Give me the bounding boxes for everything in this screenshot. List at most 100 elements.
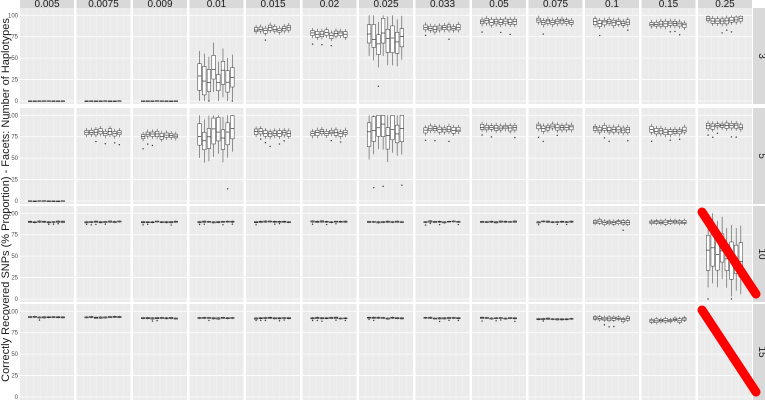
box (729, 123, 734, 129)
y-tick-label: 100 (8, 13, 19, 19)
outlier-point (231, 100, 234, 102)
outlier-point (170, 224, 172, 226)
outlier-point (311, 43, 314, 45)
box (508, 125, 513, 132)
outlier-point (542, 140, 544, 143)
box (84, 130, 89, 135)
box (272, 130, 277, 136)
outlier-point (678, 138, 681, 140)
outlier-point (147, 223, 149, 226)
box (381, 18, 386, 44)
box (536, 123, 541, 130)
col-strip (20, 0, 74, 8)
outlier-point (208, 100, 210, 102)
row-strip-label: 15 (756, 346, 765, 358)
row-strip-label: 3 (756, 53, 765, 59)
box (729, 16, 734, 23)
col-strip-label: 0.1 (605, 0, 619, 10)
outlier-point (674, 30, 676, 33)
outlier-point (264, 319, 267, 322)
box (371, 116, 376, 142)
y-tick-label: 50 (11, 56, 18, 62)
y-tick-label: 75 (11, 233, 18, 239)
box (310, 131, 315, 137)
box (385, 127, 390, 150)
outlier-point (104, 223, 107, 225)
outlier-point (231, 223, 234, 225)
outlier-point (565, 223, 568, 226)
box (211, 55, 216, 80)
red-cross-mark (697, 305, 761, 397)
col-strip-label: 0.01 (207, 0, 227, 10)
box (390, 25, 395, 53)
col-strip (585, 0, 639, 8)
col-strip-label: 0.025 (373, 0, 398, 10)
outlier-point (424, 34, 427, 37)
outlier-point (424, 139, 427, 141)
outlier-point (608, 140, 610, 143)
outlier-point (542, 320, 544, 322)
outlier-point (438, 223, 441, 226)
box (272, 26, 277, 32)
outlier-point (669, 31, 671, 33)
outlier-point (556, 223, 558, 226)
box (616, 126, 621, 133)
outlier-point (95, 223, 97, 226)
outlier-point (311, 319, 314, 322)
col-strip (472, 0, 526, 8)
col-strip (189, 0, 244, 8)
box (381, 115, 386, 137)
outlier-point (495, 320, 497, 322)
y-tick-label: 0 (15, 395, 19, 400)
col-strip-label: 0.25 (715, 0, 735, 10)
outlier-point (650, 140, 653, 143)
col-strip (359, 0, 413, 8)
outlier-point (255, 319, 257, 322)
outlier-point (113, 142, 116, 144)
outlier-point (255, 224, 257, 226)
col-strip-label: 0.075 (543, 0, 568, 10)
col-strip (528, 0, 583, 8)
outlier-point (603, 137, 606, 139)
col-strip-label: 0.05 (489, 0, 509, 10)
col-strip (76, 0, 131, 8)
outlier-point (335, 223, 337, 225)
box (197, 123, 202, 146)
outlier-point (608, 326, 610, 328)
outlier-point (57, 223, 59, 225)
box (225, 122, 230, 146)
box (220, 129, 226, 150)
y-tick-label: 100 (8, 309, 19, 315)
outlier-point (151, 144, 154, 147)
box (682, 22, 687, 28)
box (602, 20, 607, 26)
outlier-point (321, 44, 323, 46)
box (282, 130, 287, 136)
outlier-point (283, 140, 285, 142)
box (564, 19, 569, 24)
row-strip-label: 5 (756, 153, 765, 159)
col-strip-label: 0.009 (147, 0, 172, 10)
outlier-point (142, 224, 144, 226)
box (710, 123, 715, 130)
row-strip-label: 10 (756, 248, 765, 260)
y-tick-label: 75 (11, 35, 18, 41)
outlier-point (264, 39, 267, 41)
y-tick-label: 0 (15, 99, 19, 105)
box (211, 117, 216, 145)
outlier-point (514, 136, 516, 139)
outlier-point (599, 34, 601, 37)
outlier-point (622, 229, 624, 231)
box (607, 127, 612, 133)
outlier-point (434, 139, 436, 142)
outlier-point (118, 144, 121, 146)
outlier-point (537, 136, 540, 139)
box (621, 318, 626, 322)
outlier-point (264, 142, 267, 144)
outlier-point (325, 223, 328, 226)
outlier-point (95, 140, 97, 143)
outlier-point (500, 31, 502, 34)
y-tick-label: 50 (11, 156, 18, 162)
box (545, 19, 550, 24)
outlier-point (283, 319, 285, 321)
